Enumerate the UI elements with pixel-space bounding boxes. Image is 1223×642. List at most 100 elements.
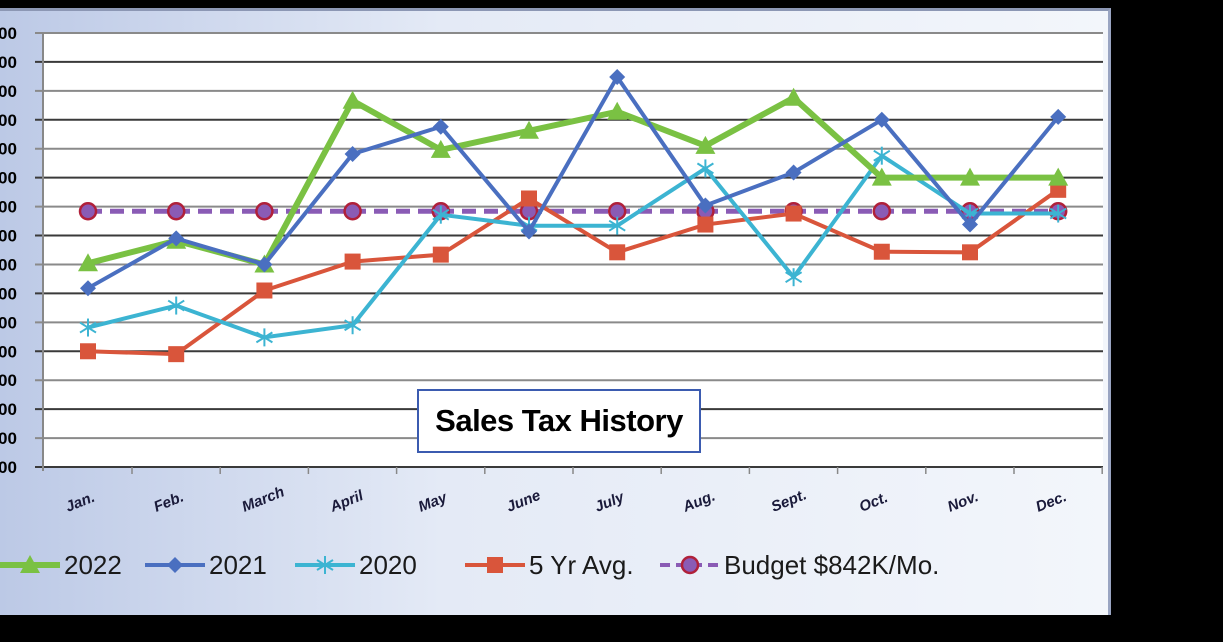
legend-marker: [20, 555, 40, 573]
x-axis-labels: Jan. Feb. March April May June July Aug. Sept. Oc…: [63, 483, 1069, 516]
data-point: [871, 167, 892, 186]
data-point: [166, 201, 186, 221]
series-line: [87, 152, 1059, 340]
data-point: [521, 223, 537, 240]
y-tick-label: 00: [0, 24, 17, 43]
data-point: [962, 244, 978, 261]
data-point: [430, 139, 451, 158]
x-tick-label: Aug.: [680, 487, 718, 516]
data-point: [519, 120, 539, 139]
x-tick-label: May: [416, 489, 450, 516]
data-point: [785, 205, 802, 222]
y-tick-label: 00: [0, 198, 17, 217]
data-point: [695, 135, 716, 154]
data-point: [255, 201, 274, 221]
series-group: [78, 68, 1069, 363]
data-point: [80, 343, 96, 360]
legend-item: 2022: [0, 550, 122, 580]
data-point: [962, 216, 978, 233]
legend: 2022 2021 2020 5 Yr Avg. Budget $842K/Mo.: [0, 550, 939, 580]
data-point: [343, 201, 362, 221]
data-point: [873, 111, 890, 128]
legend-item: 2021: [145, 550, 267, 580]
asterisk-stroke: [316, 559, 334, 571]
legend-marker: [167, 557, 183, 573]
x-tick-label: Jan.: [63, 489, 97, 516]
y-tick-label: 00: [0, 429, 17, 448]
data-point: [78, 201, 98, 221]
x-tick-label: April: [327, 487, 367, 516]
data-point: [783, 87, 804, 106]
data-point: [1048, 167, 1069, 186]
data-point: [609, 244, 626, 261]
x-tick-label: June: [504, 487, 543, 516]
data-point: [256, 256, 273, 273]
data-point: [607, 101, 628, 120]
legend-label: 5 Yr Avg.: [529, 550, 634, 580]
data-point: [80, 280, 96, 297]
data-point: [344, 316, 362, 335]
legend-marker: [680, 555, 700, 575]
data-point: [168, 230, 185, 247]
data-point: [256, 282, 273, 299]
legend-marker: [316, 556, 334, 574]
y-tick-label: 00: [0, 458, 17, 477]
data-point: [342, 90, 363, 109]
y-tick-label: 00: [0, 53, 17, 72]
y-tick-label: 00: [0, 284, 17, 303]
data-point: [609, 68, 626, 85]
legend-item: 2020: [295, 550, 417, 580]
data-point: [873, 243, 890, 260]
data-point: [432, 246, 449, 263]
x-tick-label: Sept.: [769, 486, 809, 516]
data-point: [344, 145, 361, 162]
asterisk-stroke: [1049, 207, 1067, 220]
x-tick-label: March: [240, 483, 287, 515]
data-point: [960, 167, 980, 186]
legend-label: 2022: [64, 550, 122, 580]
y-tick-label: 00: [0, 255, 17, 274]
legend-item: 5 Yr Avg.: [465, 550, 634, 580]
x-tick-label: Feb.: [151, 488, 186, 515]
y-axis-ticks: 00 00 00 00 00 00 00 00 00 00 00 00 00 00 00 00: [0, 24, 17, 477]
x-tick-label: Dec.: [1033, 488, 1069, 516]
series-2021: [80, 68, 1067, 297]
legend-label: Budget $842K/Mo.: [724, 550, 939, 580]
data-point: [697, 216, 714, 233]
data-point: [785, 268, 803, 287]
data-point: [432, 118, 449, 135]
y-tick-label: 00: [0, 169, 17, 188]
y-tick-label: 00: [0, 371, 17, 390]
legend-item: Budget $842K/Mo.: [660, 550, 939, 580]
data-point: [78, 253, 98, 272]
data-point: [344, 253, 361, 270]
data-point: [1050, 108, 1067, 125]
asterisk-stroke: [255, 331, 273, 344]
data-point: [168, 346, 185, 363]
data-point: [785, 164, 802, 181]
y-tick-label: 00: [0, 342, 17, 361]
x-tick-label: Oct.: [857, 489, 890, 516]
x-tick-label: Nov.: [945, 488, 981, 516]
data-point: [255, 328, 273, 347]
data-point: [167, 296, 185, 315]
asterisk-stroke: [696, 162, 714, 175]
y-tick-label: 00: [0, 227, 17, 246]
data-point: [873, 146, 891, 165]
series-2020: [79, 146, 1067, 347]
data-point: [608, 216, 626, 235]
chart-title: Sales Tax History: [417, 389, 701, 453]
asterisk-stroke: [785, 271, 803, 284]
asterisk-stroke: [432, 208, 450, 221]
asterisk-stroke: [167, 299, 185, 312]
asterisk-stroke: [608, 219, 626, 232]
legend-label: 2020: [359, 550, 417, 580]
y-tick-label: 00: [0, 111, 17, 130]
data-point: [79, 318, 97, 337]
data-point: [1050, 181, 1067, 198]
data-point: [697, 197, 714, 214]
data-point: [432, 205, 450, 224]
y-tick-label: 00: [0, 82, 17, 101]
y-tick-label: 00: [0, 313, 17, 332]
